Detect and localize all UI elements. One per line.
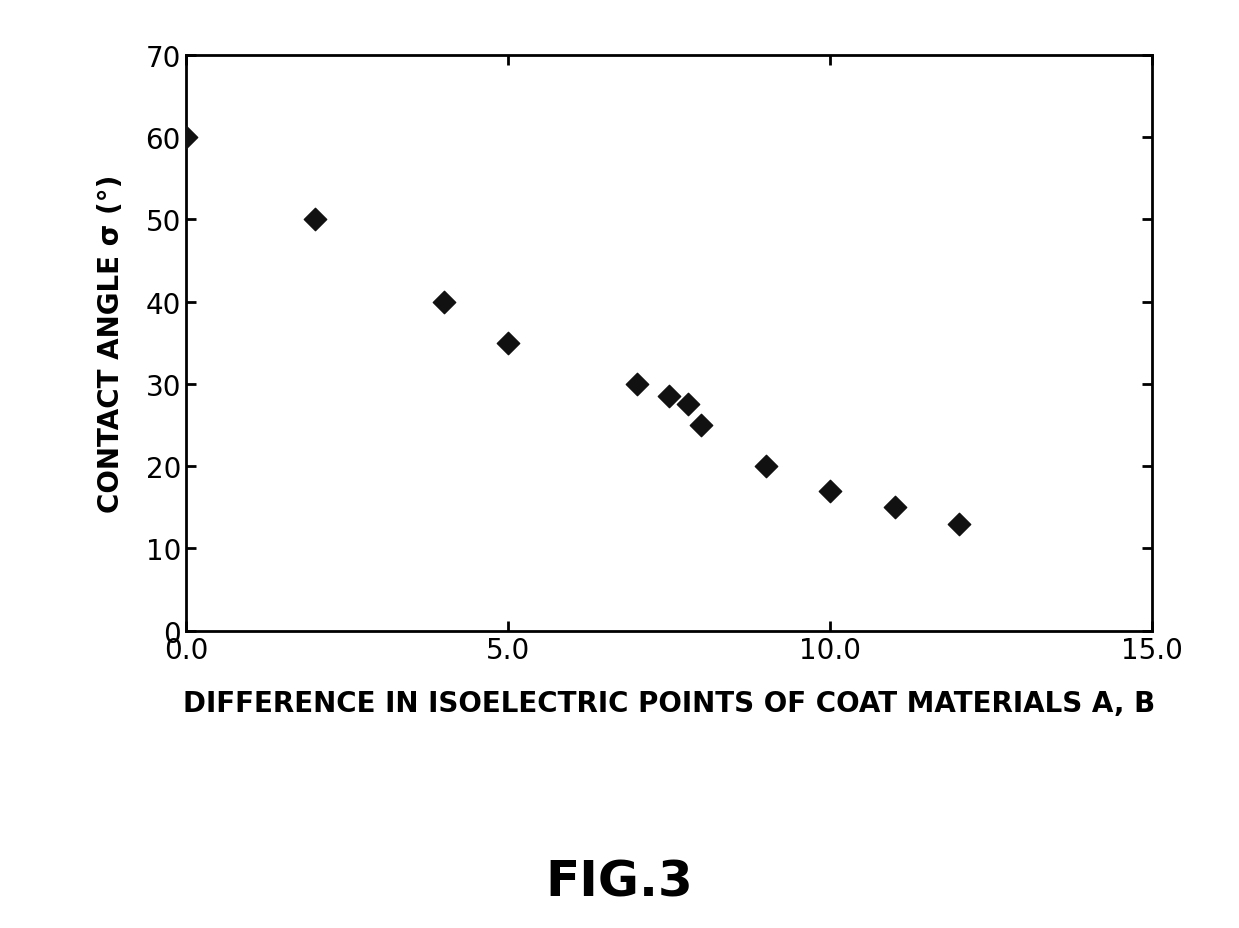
Point	[756, 459, 776, 474]
Point	[305, 213, 325, 227]
Point	[691, 419, 711, 433]
Point	[949, 517, 969, 532]
Point	[498, 336, 518, 351]
X-axis label: DIFFERENCE IN ISOELECTRIC POINTS OF COAT MATERIALS A, B: DIFFERENCE IN ISOELECTRIC POINTS OF COAT…	[183, 689, 1155, 716]
Point	[659, 390, 679, 405]
Point	[627, 377, 647, 392]
Point	[176, 131, 196, 146]
Point	[885, 500, 904, 515]
Point	[820, 483, 840, 498]
Point	[434, 295, 453, 310]
Y-axis label: CONTACT ANGLE σ (°): CONTACT ANGLE σ (°)	[97, 174, 125, 512]
Point	[679, 397, 699, 412]
Text: FIG.3: FIG.3	[545, 857, 694, 906]
